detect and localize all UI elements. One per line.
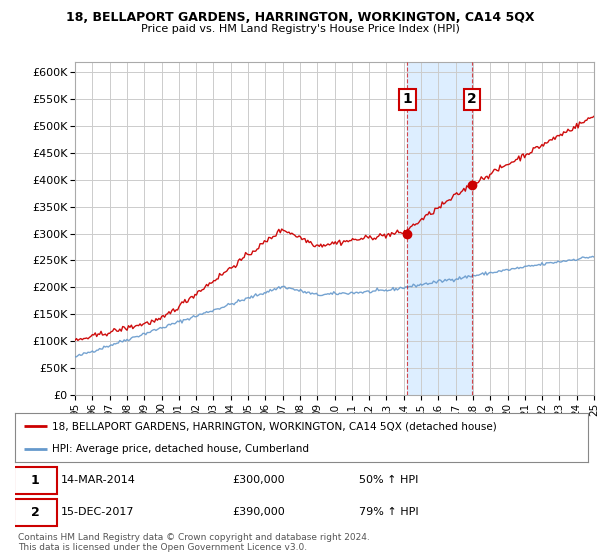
Text: £300,000: £300,000 (233, 475, 286, 486)
Text: Contains HM Land Registry data © Crown copyright and database right 2024.: Contains HM Land Registry data © Crown c… (18, 533, 370, 542)
FancyBboxPatch shape (14, 466, 57, 494)
FancyBboxPatch shape (14, 499, 57, 526)
Text: 1: 1 (402, 92, 412, 106)
Text: HPI: Average price, detached house, Cumberland: HPI: Average price, detached house, Cumb… (52, 444, 309, 454)
Text: 1: 1 (31, 474, 40, 487)
Text: 18, BELLAPORT GARDENS, HARRINGTON, WORKINGTON, CA14 5QX: 18, BELLAPORT GARDENS, HARRINGTON, WORKI… (66, 11, 534, 24)
Text: 15-DEC-2017: 15-DEC-2017 (61, 507, 134, 517)
Text: 79% ↑ HPI: 79% ↑ HPI (359, 507, 418, 517)
Text: Price paid vs. HM Land Registry's House Price Index (HPI): Price paid vs. HM Land Registry's House … (140, 24, 460, 34)
Text: 2: 2 (31, 506, 40, 519)
Text: 14-MAR-2014: 14-MAR-2014 (61, 475, 136, 486)
Text: 18, BELLAPORT GARDENS, HARRINGTON, WORKINGTON, CA14 5QX (detached house): 18, BELLAPORT GARDENS, HARRINGTON, WORKI… (52, 421, 497, 431)
Text: 50% ↑ HPI: 50% ↑ HPI (359, 475, 418, 486)
Text: This data is licensed under the Open Government Licence v3.0.: This data is licensed under the Open Gov… (18, 543, 307, 552)
Text: 2: 2 (467, 92, 477, 106)
Bar (407, 62, 472, 395)
Text: £390,000: £390,000 (233, 507, 286, 517)
